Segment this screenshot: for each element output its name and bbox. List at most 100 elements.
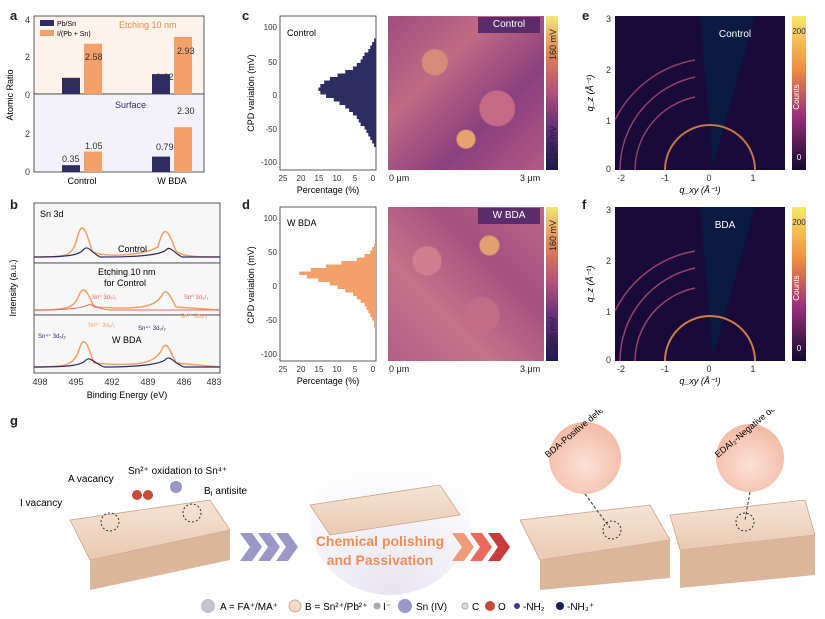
legend-c-icon: [461, 602, 469, 610]
c-xtick-25: 25: [279, 174, 288, 183]
b-label-control: Control: [118, 244, 147, 254]
kpfm-c-x-end: 3 μm: [520, 173, 541, 183]
f-xtick-1: 1: [750, 364, 755, 374]
a-legend-swatch-i: [40, 30, 54, 36]
c-bars-bin-21: [352, 112, 376, 116]
legend-o-icon: [485, 601, 495, 611]
g-a-vacancy: A vacancy: [68, 474, 114, 485]
kpfm-colorbar-wbda: [546, 207, 558, 361]
a-val-etch-1: 2.58: [85, 52, 103, 62]
a-ytick-etch-0: 0: [25, 90, 30, 100]
kpfm-colorbar-control: [546, 16, 558, 170]
kpfm-d-x-start: 0 μm: [389, 364, 410, 374]
a-val-surf-1: 1.05: [85, 141, 103, 151]
d-xtick-15: 15: [315, 365, 324, 374]
legend-sn4: Sn (IV): [416, 602, 447, 613]
f-cb-0: 0: [797, 344, 802, 353]
kpfm-control-label: Control: [478, 17, 540, 33]
e-ring-3: [619, 76, 696, 171]
d-xtick-20: 20: [297, 365, 306, 374]
b-xtick-498: 498: [32, 377, 47, 387]
a-xtick-wbda: W BDA: [157, 176, 187, 186]
a-legend-swatch-pbsn: [40, 20, 54, 26]
b-label-wbda: W BDA: [112, 335, 142, 345]
legend-c: C: [472, 602, 479, 613]
d-bars-bin-7: [310, 268, 376, 272]
d-ylabel: CPD variation (mV): [246, 246, 256, 324]
d-bars-bin-14: [352, 292, 376, 296]
c-bars-bin-4: [364, 52, 376, 56]
legend-b: B = Sn²⁺/Pb²⁺: [305, 602, 368, 613]
b-xtick-495: 495: [68, 377, 83, 387]
a-ytick-etch-2: 2: [25, 52, 30, 62]
c-bars-bin-8: [352, 66, 376, 70]
c-bars-bin-16: [326, 94, 376, 98]
a-val-etch-0: 0.83: [62, 77, 80, 87]
a-val-surf-3: 2.30: [177, 106, 195, 116]
kpfm-wbda-label: W BDA: [478, 208, 540, 224]
c-xtick-10: 10: [333, 174, 342, 183]
g-arrow-line2: and Passivation: [327, 552, 434, 568]
e-xlabel: q_xy (Å⁻¹): [679, 185, 720, 195]
g-b-antisite-marker: [182, 503, 202, 523]
c-ytick-m100: -100: [261, 158, 278, 167]
d-bars-bin-21: [372, 317, 376, 321]
g-slab-polishing: [309, 484, 461, 536]
a-bar-surf-1-1: [174, 127, 192, 172]
e-cb-label: Counts: [792, 84, 801, 109]
g-bda-site: [602, 520, 622, 540]
f-ylabel: q_z (Å⁻¹): [585, 266, 595, 303]
b-trace-wbda-sn4: [33, 357, 220, 368]
d-ytick-0: 0: [273, 282, 278, 291]
c-bars-bin-18: [339, 101, 376, 105]
c-bars-bin-2: [370, 45, 376, 49]
d-bars-bin-1: [372, 247, 376, 251]
e-cb-200: 200: [792, 27, 806, 36]
a-bar-etch-1-0: [84, 43, 102, 94]
g-edai-bubble: [716, 424, 784, 492]
legend-sn4-icon: [398, 599, 412, 613]
a-val-surf-2: 0.79: [156, 142, 174, 152]
d-bars-bin-15: [356, 296, 376, 300]
a-xtick-control: Control: [67, 176, 96, 186]
panel-f-giwaxs: BDA 200 Counts 0 3 2 1 0 -2 -1 0 1 q_xy …: [585, 205, 806, 386]
c-xlabel: Percentage (%): [297, 185, 360, 195]
f-xtick-0: 0: [706, 364, 711, 374]
g-slab-bda-side: [540, 540, 670, 590]
a-etch-label: Etching 10 nm: [119, 20, 177, 30]
a-ytick-surf-0: 0: [25, 167, 30, 177]
a-bar-etch-0-1: [152, 74, 170, 94]
a-bar-etch-0-0: [62, 77, 80, 94]
d-bars-bin-23: [374, 324, 376, 328]
d-bars-bin-16: [360, 299, 376, 303]
panel-a-chart: 0 2 4 0 2 Atomic Ratio Pb/Sn I/(Pb + Sn)…: [5, 15, 205, 186]
d-xtick-10: 10: [333, 365, 342, 374]
c-bars-bin-22: [356, 115, 376, 119]
f-ytick-2: 2: [606, 256, 611, 266]
legend-i-icon: [373, 602, 381, 610]
f-ring-2: [634, 287, 696, 362]
panel-d-histogram: W BDA 100 50 0 -50 -100 25 20 15 10 5 0 …: [246, 206, 377, 386]
d-bars: [299, 243, 376, 328]
a-surface-label: Surface: [115, 100, 146, 110]
d-bars-bin-2: [370, 250, 376, 254]
kpfm-c-scale-bottom: -160 mV: [548, 125, 558, 160]
c-ytick-m50: -50: [265, 125, 277, 134]
panel-c-histogram: Control 100 50 0 -50 -100 25 20 15 10 5 …: [246, 15, 377, 195]
e-cb-0: 0: [797, 153, 802, 162]
e-ytick-1: 1: [606, 116, 611, 126]
b-trace-etch-sn2: [33, 289, 221, 311]
g-oxygen-atom-2: [132, 490, 142, 500]
e-colorbar: [792, 16, 806, 170]
e-ring-2: [634, 96, 696, 171]
b-trace-control-sn4: [33, 247, 220, 258]
c-bars-bin-20: [349, 108, 376, 112]
d-bars-bin-10: [318, 278, 376, 282]
d-ytick-100: 100: [264, 214, 278, 223]
d-bars-bin-11: [329, 282, 376, 286]
d-ytick-m100: -100: [261, 350, 278, 359]
d-xlabel: Percentage (%): [297, 376, 360, 386]
a-legend-i: I/(Pb + Sn): [57, 31, 91, 38]
d-xtick-0: 0: [371, 365, 376, 374]
panel-label-e: e: [582, 8, 590, 23]
